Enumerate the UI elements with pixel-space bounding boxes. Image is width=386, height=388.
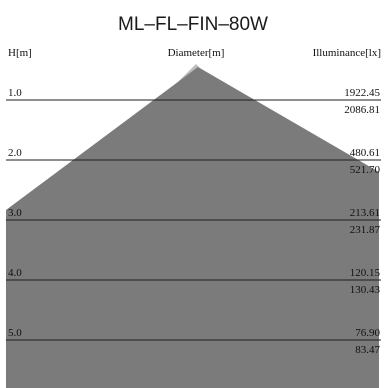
illuminance-value: 83.47 (355, 344, 380, 356)
height-rows: 1.0 1922.45 2086.81 2.0 480.61 521.70 3.0 213.6… (6, 87, 381, 356)
header-diameter: Diameter[m] (168, 47, 225, 59)
height-label: 1.0 (8, 87, 22, 99)
illuminance-value: 2086.81 (344, 104, 380, 116)
height-label: 3.0 (8, 207, 22, 219)
header-illuminance: Illuminance[lx] (313, 47, 381, 59)
chart-title: ML–FL–FIN–80W (118, 14, 268, 35)
illuminance-value: 1922.45 (344, 87, 380, 99)
illuminance-value: 231.87 (350, 224, 381, 236)
header-height: H[m] (8, 47, 32, 59)
illuminance-value: 480.61 (350, 147, 380, 159)
height-label: 2.0 (8, 147, 22, 159)
illuminance-value: 76.90 (355, 327, 380, 339)
height-label: 4.0 (8, 267, 22, 279)
cone-dark (6, 67, 379, 388)
illuminance-value: 120.15 (350, 267, 381, 279)
illuminance-value: 213.61 (350, 207, 380, 219)
height-label: 5.0 (8, 327, 22, 339)
illuminance-value: 521.70 (350, 164, 381, 176)
illuminance-value: 130.43 (350, 284, 381, 296)
